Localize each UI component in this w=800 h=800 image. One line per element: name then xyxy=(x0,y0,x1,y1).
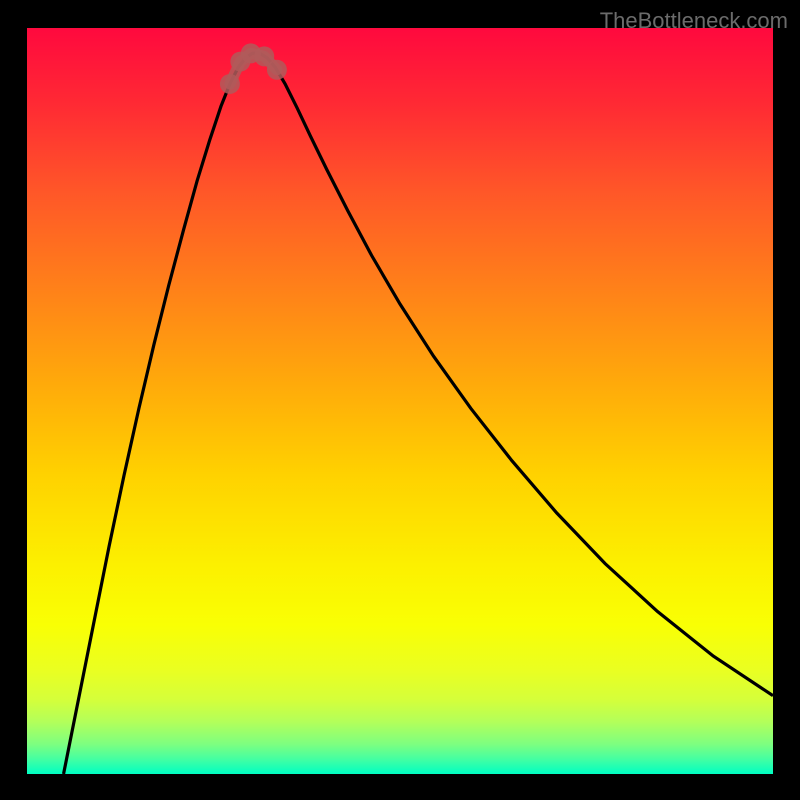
curve-marker xyxy=(267,60,287,80)
curve-marker xyxy=(220,74,240,94)
chart-svg xyxy=(27,28,773,774)
bottleneck-curve xyxy=(64,53,773,774)
chart-plot-area xyxy=(27,28,773,774)
marker-group xyxy=(220,43,287,94)
watermark-text: TheBottleneck.com xyxy=(600,8,788,34)
